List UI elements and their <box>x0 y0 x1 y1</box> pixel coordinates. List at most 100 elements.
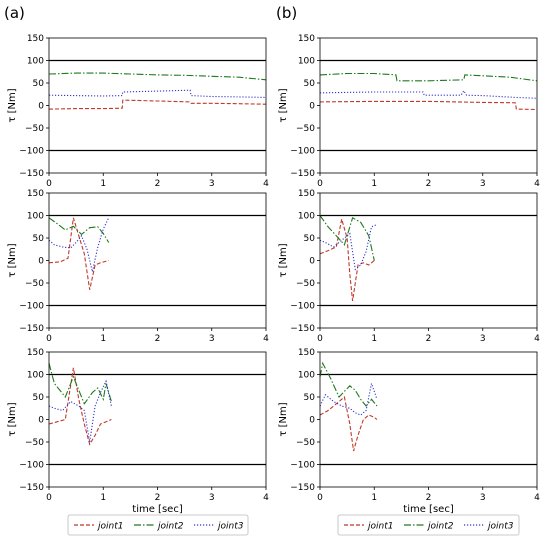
x-tick-label: 0 <box>46 334 52 344</box>
y-tick-label: 150 <box>298 189 315 199</box>
y-axis-label: τ [Nm] <box>7 243 18 277</box>
x-tick-label: 1 <box>371 493 377 503</box>
y-axis-label: τ [Nm] <box>278 88 289 122</box>
x-tick-label: 3 <box>480 493 486 503</box>
y-tick-label: 50 <box>304 393 316 403</box>
y-tick-label: −50 <box>25 279 44 289</box>
series-line-joint1 <box>319 218 375 302</box>
x-tick-label: 1 <box>371 334 377 344</box>
series-line-joint1 <box>48 367 112 446</box>
y-axis-label: τ [Nm] <box>278 402 289 436</box>
legends-layer: joint1 joint2 joint3 joint1 joint2 joint3 <box>67 514 520 536</box>
y-tick-label: 150 <box>27 189 44 199</box>
x-tick-label: 0 <box>46 493 52 503</box>
legend-label-joint1: joint1 <box>96 522 123 532</box>
panel-label-b: (b) <box>276 4 297 22</box>
x-tick-label: 4 <box>263 334 269 344</box>
x-axis-label: time [sec] <box>403 504 454 515</box>
y-axis-label: τ [Nm] <box>7 402 18 436</box>
x-tick-label: 2 <box>426 334 432 344</box>
y-tick-label: 150 <box>298 34 315 44</box>
axes-frame <box>48 192 267 329</box>
series-line-joint2 <box>48 363 112 405</box>
axes-frame <box>319 37 538 174</box>
x-tick-label: 4 <box>263 179 269 189</box>
x-tick-label: 0 <box>317 334 323 344</box>
axes-frame <box>48 351 267 488</box>
y-axis-label: τ [Nm] <box>278 243 289 277</box>
axes-frame <box>48 37 267 174</box>
y-tick-label: −50 <box>296 124 315 134</box>
series-line-joint3 <box>48 379 112 443</box>
y-tick-label: 100 <box>27 57 44 67</box>
x-tick-label: 2 <box>155 179 161 189</box>
y-tick-label: −50 <box>296 438 315 448</box>
y-tick-label: −100 <box>290 302 315 312</box>
y-tick-label: 50 <box>304 79 316 89</box>
y-tick-label: 0 <box>38 102 44 112</box>
y-tick-label: −100 <box>19 147 44 157</box>
y-tick-label: 50 <box>304 234 316 244</box>
y-tick-label: 100 <box>298 371 315 381</box>
y-tick-label: 150 <box>27 34 44 44</box>
series-line-joint3 <box>48 217 110 272</box>
y-tick-label: −150 <box>290 483 315 493</box>
x-tick-label: 3 <box>209 493 215 503</box>
legend-box <box>67 514 249 536</box>
y-tick-label: −150 <box>290 169 315 179</box>
series-line-joint3 <box>319 89 538 99</box>
x-tick-label: 1 <box>100 179 106 189</box>
y-tick-label: −50 <box>25 438 44 448</box>
x-tick-label: 2 <box>426 493 432 503</box>
y-tick-label: −50 <box>296 279 315 289</box>
series-line-joint3 <box>48 89 267 98</box>
y-tick-label: −150 <box>290 324 315 334</box>
panel-label-a: (a) <box>4 4 25 22</box>
series-line-joint2 <box>48 72 267 81</box>
y-tick-label: 100 <box>298 57 315 67</box>
x-tick-label: 0 <box>317 179 323 189</box>
x-tick-label: 3 <box>480 179 486 189</box>
x-tick-label: 4 <box>534 179 540 189</box>
series-line-joint1 <box>319 395 378 452</box>
y-tick-label: 100 <box>27 371 44 381</box>
x-tick-label: 1 <box>371 179 377 189</box>
series-line-joint1 <box>48 217 109 290</box>
axes-frame <box>319 351 538 488</box>
y-tick-label: 50 <box>33 234 45 244</box>
y-tick-label: −100 <box>290 147 315 157</box>
series-line-joint3 <box>319 223 378 271</box>
legend-label-joint3: joint3 <box>216 522 244 532</box>
y-tick-label: 50 <box>33 79 45 89</box>
x-tick-label: 0 <box>46 179 52 189</box>
y-tick-label: 0 <box>309 102 315 112</box>
legend-box <box>337 514 520 536</box>
y-tick-label: −150 <box>19 169 44 179</box>
x-tick-label: 3 <box>209 334 215 344</box>
series-line-joint2 <box>319 72 538 82</box>
legend-right: joint1 joint2 joint3 <box>337 514 520 536</box>
x-tick-label: 4 <box>534 334 540 344</box>
x-tick-label: 1 <box>100 334 106 344</box>
y-tick-label: 0 <box>38 257 44 267</box>
legend-label-joint2: joint2 <box>426 522 454 532</box>
legend-label-joint2: joint2 <box>156 522 184 532</box>
y-axis-label: τ [Nm] <box>7 88 18 122</box>
y-tick-label: −100 <box>19 461 44 471</box>
x-tick-label: 3 <box>209 179 215 189</box>
y-tick-label: −150 <box>19 324 44 334</box>
y-tick-label: 50 <box>33 393 45 403</box>
x-tick-label: 2 <box>155 493 161 503</box>
legend-label-joint3: joint3 <box>486 522 514 532</box>
y-tick-label: −100 <box>19 302 44 312</box>
y-tick-label: 0 <box>38 416 44 426</box>
x-tick-label: 2 <box>155 334 161 344</box>
legend-left: joint1 joint2 joint3 <box>67 514 249 536</box>
